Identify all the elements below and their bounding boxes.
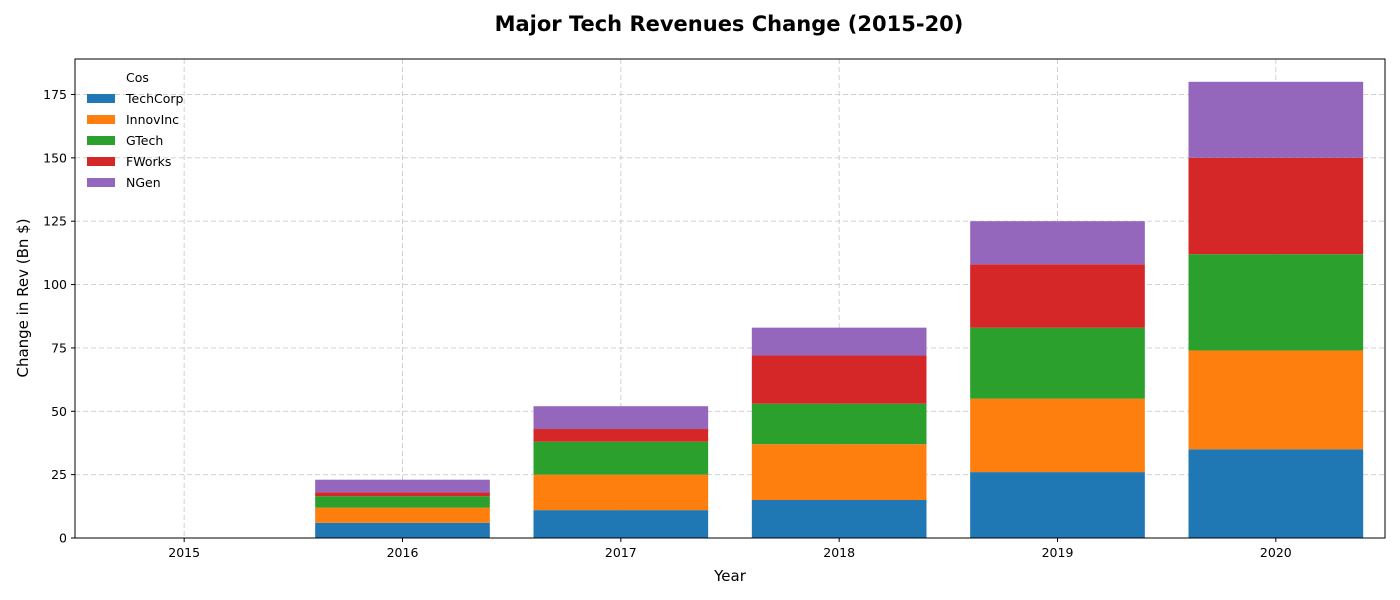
bar-techcorp-2016: [315, 523, 490, 538]
x-tick-label: 2018: [823, 545, 855, 560]
legend-label-ngen: NGen: [126, 175, 161, 190]
legend: Cos TechCorp InnovInc GTech FWorks NGen: [87, 70, 184, 190]
y-tick-label: 100: [43, 277, 67, 292]
bar-gtech-2017: [534, 442, 709, 475]
bar-techcorp-2019: [970, 472, 1145, 538]
bar-fworks-2020: [1189, 158, 1364, 254]
legend-title: Cos: [126, 70, 149, 85]
bar-ngen-2018: [752, 328, 927, 356]
bar-gtech-2020: [1189, 254, 1364, 350]
bar-innovinc-2016: [315, 508, 490, 523]
legend-label-fworks: FWorks: [126, 154, 171, 169]
legend-swatch-techcorp: [87, 94, 115, 103]
bar-ngen-2017: [534, 406, 709, 429]
bar-innovinc-2019: [970, 399, 1145, 472]
legend-label-techcorp: TechCorp: [125, 91, 184, 106]
bar-techcorp-2020: [1189, 449, 1364, 538]
bar-techcorp-2017: [534, 510, 709, 538]
y-tick-label: 175: [43, 87, 67, 102]
bar-gtech-2016: [315, 496, 490, 507]
legend-label-gtech: GTech: [126, 133, 163, 148]
bar-ngen-2020: [1189, 82, 1364, 158]
legend-label-innovinc: InnovInc: [126, 112, 179, 127]
legend-swatch-ngen: [87, 178, 115, 187]
y-tick-label: 75: [51, 340, 67, 355]
x-tick-label: 2019: [1042, 545, 1074, 560]
x-axis-label: Year: [713, 567, 747, 585]
bar-gtech-2018: [752, 404, 927, 445]
y-tick-label: 25: [51, 467, 67, 482]
x-tick-label: 2015: [168, 545, 200, 560]
y-axis-label: Change in Rev (Bn $): [14, 218, 32, 377]
legend-swatch-innovinc: [87, 115, 115, 124]
bar-fworks-2016: [315, 492, 490, 496]
x-tick-label: 2017: [605, 545, 637, 560]
bar-ngen-2016: [315, 480, 490, 493]
bar-gtech-2019: [970, 328, 1145, 399]
x-tick-label: 2020: [1260, 545, 1292, 560]
y-tick-label: 150: [43, 150, 67, 165]
legend-swatch-gtech: [87, 136, 115, 145]
y-tick-label: 50: [51, 404, 67, 419]
bar-innovinc-2018: [752, 444, 927, 500]
bar-ngen-2019: [970, 221, 1145, 264]
bar-fworks-2018: [752, 356, 927, 404]
chart-title: Major Tech Revenues Change (2015-20): [495, 12, 964, 36]
y-tick-label: 125: [43, 214, 67, 229]
bar-fworks-2017: [534, 429, 709, 442]
bar-fworks-2019: [970, 264, 1145, 327]
bar-innovinc-2017: [534, 475, 709, 510]
y-tick-label: 0: [59, 531, 67, 546]
x-tick-label: 2016: [387, 545, 419, 560]
legend-swatch-fworks: [87, 157, 115, 166]
bar-innovinc-2020: [1189, 350, 1364, 449]
bar-techcorp-2018: [752, 500, 927, 538]
